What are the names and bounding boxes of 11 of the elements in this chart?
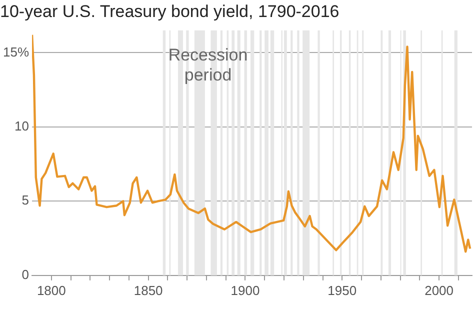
- x-tick-label: 1950: [328, 282, 357, 298]
- y-tick-label: 0: [22, 266, 30, 282]
- x-tick-label: 1800: [36, 282, 66, 298]
- x-tick-label: 1850: [134, 282, 163, 298]
- y-tick-label: 10: [14, 118, 30, 134]
- x-tick-label: 1900: [230, 282, 260, 298]
- x-tick-label: 2000: [424, 282, 454, 298]
- y-tick-label: 15%: [2, 44, 30, 60]
- y-tick-label: 5: [22, 192, 30, 208]
- annotation: Recession period: [168, 45, 248, 84]
- chart-title: 10-year U.S. Treasury bond yield, 1790-2016: [0, 2, 340, 21]
